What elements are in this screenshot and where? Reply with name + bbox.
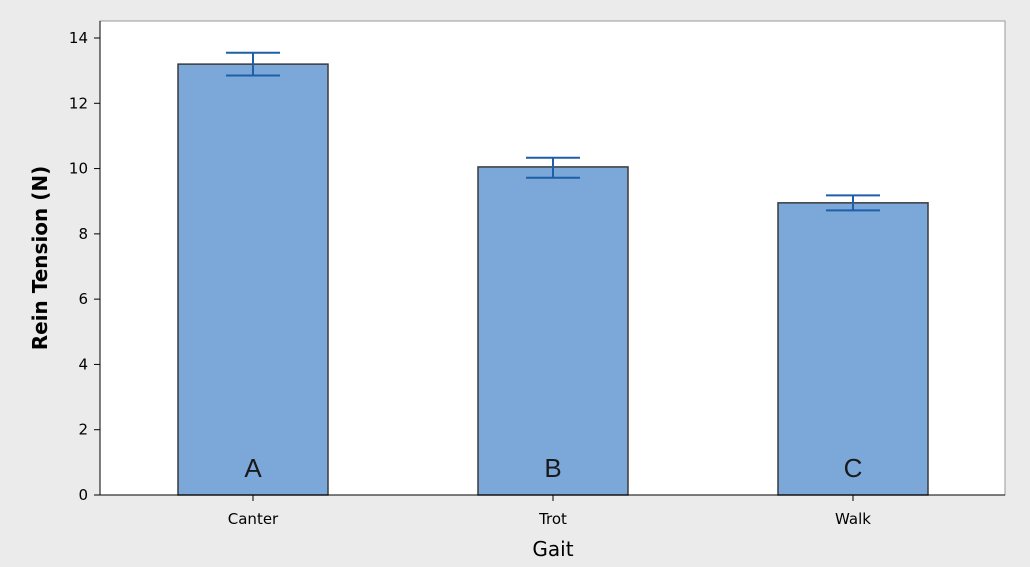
group-letter-walk: C bbox=[844, 453, 863, 483]
x-axis: Canter Trot Walk bbox=[100, 494, 1005, 528]
y-axis-title: Rein Tension (N) bbox=[28, 166, 52, 351]
error-bars-group bbox=[226, 51, 880, 212]
group-letter-canter: A bbox=[244, 453, 262, 483]
bars-group bbox=[177, 63, 929, 496]
y-tick-label: 4 bbox=[78, 355, 88, 373]
y-tick-label: 6 bbox=[78, 290, 88, 308]
error-bar-trot bbox=[526, 156, 580, 179]
y-tick-label: 12 bbox=[69, 94, 88, 112]
bar-canter bbox=[177, 63, 329, 496]
bar-walk bbox=[777, 202, 929, 496]
x-tick-label-canter: Canter bbox=[228, 510, 279, 528]
x-tick-label-trot: Trot bbox=[538, 510, 567, 528]
error-bar-canter bbox=[226, 51, 280, 77]
y-tick-label: 8 bbox=[78, 225, 88, 243]
error-bar-walk bbox=[826, 194, 880, 212]
x-axis-title: Gait bbox=[532, 537, 573, 561]
bar-trot bbox=[477, 166, 629, 496]
y-tick-label: 14 bbox=[69, 29, 88, 47]
y-tick-label: 2 bbox=[78, 421, 88, 439]
group-letters: A B C bbox=[244, 453, 862, 483]
y-axis: 0 2 4 6 8 10 12 14 bbox=[69, 21, 101, 504]
y-tick-label: 0 bbox=[78, 486, 88, 504]
y-tick-label: 10 bbox=[69, 160, 88, 178]
x-tick-label-walk: Walk bbox=[835, 510, 871, 528]
group-letter-trot: B bbox=[544, 453, 561, 483]
